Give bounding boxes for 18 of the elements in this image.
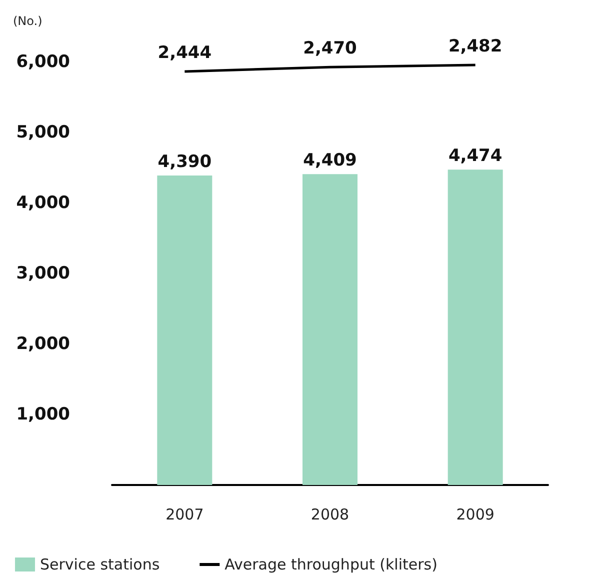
y-tick-label: 5,000 — [16, 122, 70, 142]
data-label: 2,444 — [158, 42, 212, 63]
data-label: 2,482 — [448, 36, 502, 57]
data-label: 2,470 — [303, 38, 358, 59]
y-tick-label: 2,000 — [16, 334, 70, 354]
data-label: 4,409 — [303, 150, 357, 171]
x-tick-label: 2008 — [310, 506, 350, 524]
legend-label: Average throughput (kliters) — [224, 556, 438, 574]
data-label: 4,390 — [158, 152, 212, 172]
y-tick-label: 4,000 — [16, 193, 70, 213]
y-tick-label: 1,000 — [16, 404, 70, 424]
y-axis-title: (No.) — [13, 14, 42, 28]
x-tick-label: 2007 — [166, 506, 204, 524]
legend-label: Service stations — [40, 556, 160, 574]
data-label: 4,474 — [448, 146, 502, 166]
x-tick-label: 2009 — [456, 506, 494, 524]
y-tick-label: 6,000 — [16, 52, 70, 72]
y-tick-label: 3,000 — [16, 264, 70, 284]
